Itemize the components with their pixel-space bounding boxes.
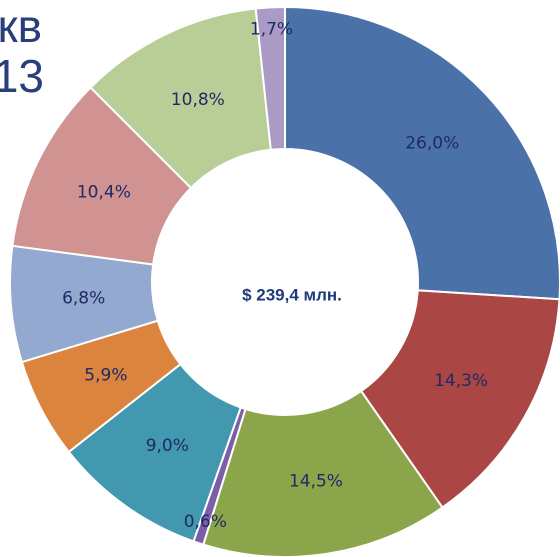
title-fragment: кв [0, 0, 42, 52]
donut-slice [359, 289, 560, 509]
data-label: 5,9% [84, 365, 127, 385]
data-label: 14,5% [289, 472, 343, 492]
center-label: $ 239,4 млн. [242, 285, 342, 304]
data-label: 10,8% [171, 90, 225, 110]
data-label: 14,3% [434, 371, 488, 391]
data-label: 1,7% [250, 19, 293, 39]
donut-slice [284, 5, 560, 301]
data-label: 10,4% [77, 183, 131, 203]
data-label: 6,8% [62, 288, 105, 308]
title-fragment: 13 [0, 50, 44, 102]
donut-slice [202, 389, 444, 557]
donut-slice [254, 5, 286, 151]
data-label: 9,0% [146, 436, 189, 456]
data-label: 0,6% [184, 512, 227, 532]
data-label: 26,0% [405, 134, 459, 154]
